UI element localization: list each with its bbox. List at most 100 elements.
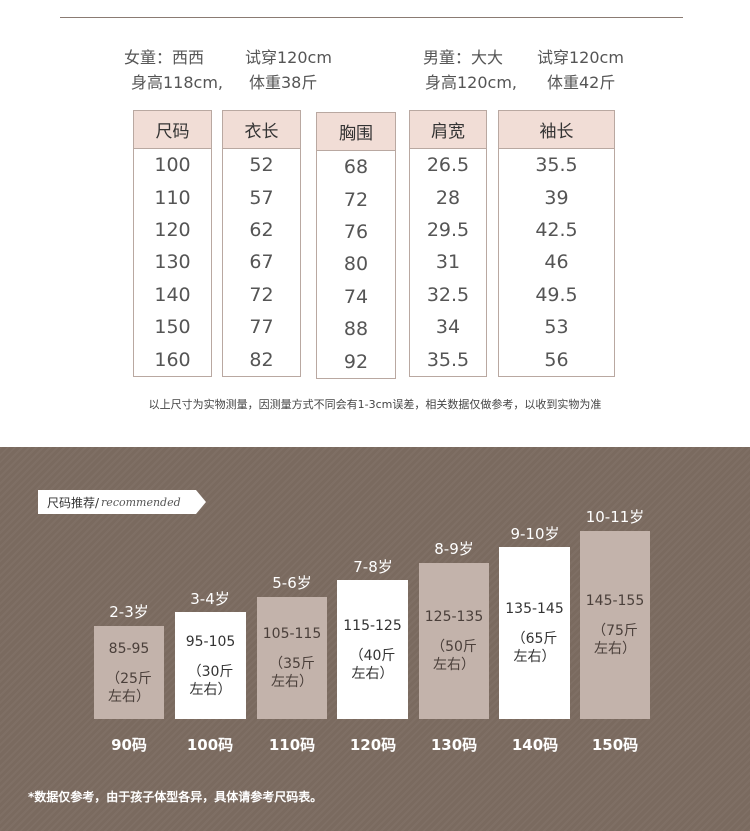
bar-age-label: 8-9岁 (434, 540, 474, 558)
height-range: 135-145 (505, 601, 564, 617)
chest-column: 胸围 68 72 76 80 74 88 92 (316, 112, 396, 379)
table-cell: 56 (544, 348, 569, 371)
model-weight: 体重38斤 (249, 73, 318, 92)
table-cell: 100 (154, 154, 191, 177)
table-cell: 150 (154, 316, 191, 339)
weight-label: （40斤 (349, 647, 396, 664)
height-range: 145-155 (585, 593, 645, 609)
table-cell: 31 (435, 251, 461, 274)
bar-size-label: 140码 (511, 736, 559, 754)
table-cell: 26.5 (426, 154, 470, 177)
size-bar: 95-105 （30斤 左右） (175, 612, 246, 719)
weight-label-suffix: 左右） (351, 665, 394, 682)
table-cell: 74 (343, 285, 369, 308)
table-cell: 80 (343, 253, 369, 276)
bar-age-label: 7-8岁 (353, 558, 393, 576)
model-try-size: 试穿120cm (245, 48, 332, 67)
table-cell: 88 (343, 318, 369, 341)
bar-age-label: 10-11岁 (585, 508, 645, 526)
recommend-tag: 尺码推荐/ recommended (38, 490, 206, 514)
weight-label-suffix: 左右） (189, 681, 232, 698)
model-height: 身高118cm, (131, 73, 224, 92)
shoulder-column: 肩宽 26.5 28 29.5 31 32.5 34 35.5 (409, 110, 487, 377)
table-cell: 35.5 (426, 348, 470, 371)
table-cell: 72 (343, 188, 369, 211)
table-cell: 57 (249, 186, 274, 209)
bar-size-label: 130码 (430, 736, 478, 754)
height-range: 125-135 (424, 609, 484, 625)
weight-label: （25斤 (106, 670, 152, 687)
table-cell: 130 (154, 251, 191, 274)
table-cell: 35.5 (535, 154, 578, 177)
measurement-note: 以上尺寸为实物测量，因测量方式不同会有1-3cm误差，相关数据仅做参考，以收到实… (148, 398, 602, 411)
table-cell: 82 (249, 348, 274, 371)
table-cell: 62 (249, 218, 274, 241)
table-cell: 120 (154, 218, 191, 241)
weight-label-suffix: 左右） (108, 688, 150, 705)
table-cell: 110 (154, 186, 191, 209)
weight-label: （75斤 (592, 623, 638, 639)
weight-label-suffix: 左右） (433, 657, 475, 673)
weight-label: （65斤 (511, 631, 558, 647)
height-range: 95-105 (185, 633, 236, 650)
column-header: 衣长 (223, 111, 300, 149)
table-cell: 77 (249, 316, 274, 339)
height-range: 105-115 (262, 626, 322, 642)
bar-size-label: 150码 (591, 736, 639, 754)
top-divider (60, 17, 683, 18)
bar-age-label: 9-10岁 (510, 525, 560, 543)
table-cell: 76 (343, 220, 369, 243)
bar-age-label: 5-6岁 (272, 574, 312, 592)
footnote: *数据仅参考，由于孩子体型各异，具体请参考尺码表。 (28, 790, 323, 804)
bar-size-label: 120码 (349, 736, 397, 754)
table-cell: 72 (249, 283, 274, 306)
model-name: 女童：西西 (124, 48, 205, 67)
column-header: 肩宽 (410, 111, 486, 149)
recommend-tag-label: 尺码推荐/ (47, 495, 100, 510)
table-cell: 92 (343, 350, 369, 373)
size-bar: 135-145 （65斤 左右） (499, 547, 570, 719)
table-cell: 32.5 (426, 283, 470, 306)
weight-label-suffix: 左右） (594, 641, 636, 657)
table-cell: 46 (544, 251, 569, 274)
weight-label-suffix: 左右） (513, 649, 556, 665)
length-column: 衣长 52 57 62 67 72 77 82 (222, 110, 301, 377)
model-try-size: 试穿120cm (537, 48, 624, 67)
size-bar: 145-155 （75斤 左右） (580, 531, 650, 719)
size-bar: 105-115 （35斤 左右） (257, 597, 327, 719)
model-height: 身高120cm, (425, 73, 518, 92)
bar-size-label: 90码 (111, 736, 147, 754)
table-cell: 28 (435, 186, 461, 209)
table-cell: 29.5 (426, 218, 470, 241)
table-cell: 39 (544, 186, 569, 209)
column-header: 胸围 (317, 113, 395, 151)
table-cell: 68 (343, 156, 369, 179)
size-bar: 85-95 （25斤 左右） (94, 626, 164, 719)
table-cell: 67 (249, 251, 274, 274)
table-cell: 34 (435, 316, 461, 339)
height-range: 115-125 (343, 617, 402, 634)
table-cell: 42.5 (535, 218, 578, 241)
bar-size-label: 100码 (186, 736, 234, 754)
height-range: 85-95 (108, 640, 150, 657)
weight-label: （50斤 (431, 639, 477, 655)
column-header: 袖长 (499, 111, 614, 149)
table-cell: 49.5 (535, 283, 578, 306)
bar-age-label: 3-4岁 (190, 590, 230, 608)
table-cell: 53 (544, 316, 569, 339)
recommend-tag-english: recommended (101, 495, 181, 509)
bar-age-label: 2-3岁 (109, 603, 149, 621)
weight-label-suffix: 左右） (271, 674, 313, 690)
size-column: 尺码 100 110 120 130 140 150 160 (133, 110, 212, 377)
sleeve-column: 袖长 35.5 39 42.5 46 49.5 53 56 (498, 110, 615, 377)
table-cell: 160 (154, 348, 191, 371)
weight-label: （30斤 (187, 663, 234, 680)
weight-label: （35斤 (269, 656, 315, 672)
size-bar: 125-135 （50斤 左右） (419, 563, 489, 719)
size-bar: 115-125 （40斤 左右） (337, 580, 408, 719)
column-header: 尺码 (134, 111, 211, 149)
model-weight: 体重42斤 (547, 73, 616, 92)
model-name: 男童：大大 (423, 48, 504, 67)
table-cell: 140 (154, 283, 191, 306)
table-cell: 52 (249, 154, 274, 177)
